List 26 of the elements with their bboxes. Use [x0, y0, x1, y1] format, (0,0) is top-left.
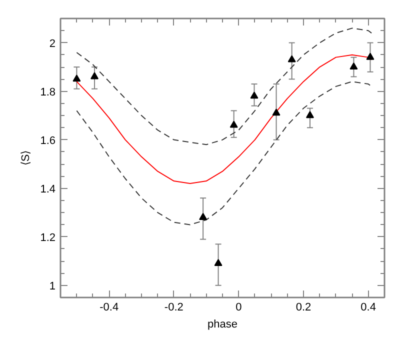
line-series — [76, 81, 372, 226]
point — [72, 74, 81, 82]
point — [350, 62, 358, 70]
point — [288, 55, 296, 62]
y-tick-label: 1.6 — [40, 134, 56, 147]
line-series — [76, 28, 372, 146]
point — [366, 52, 374, 60]
x-tick-label: 0.2 — [296, 302, 312, 314]
y-tick-label: 1 — [49, 280, 56, 292]
x-axis-title: phase — [208, 318, 238, 330]
x-tick-label: -0.2 — [164, 302, 184, 314]
point — [306, 111, 314, 118]
point — [90, 72, 99, 80]
y-axis-title: ⟨S⟩ — [20, 150, 32, 166]
x-tick-label: 0 — [236, 302, 242, 314]
point — [214, 258, 222, 266]
y-tick-label: 2 — [49, 38, 56, 50]
point — [230, 120, 238, 128]
x-tick-label: 0.4 — [360, 302, 376, 314]
point — [272, 108, 280, 116]
y-tick-label: 1.2 — [40, 232, 56, 244]
y-tick-label: 1.4 — [40, 183, 56, 196]
point — [250, 92, 258, 99]
point — [199, 212, 208, 220]
x-tick-label: -0.4 — [100, 302, 119, 314]
y-tick-label: 1.8 — [40, 86, 56, 98]
